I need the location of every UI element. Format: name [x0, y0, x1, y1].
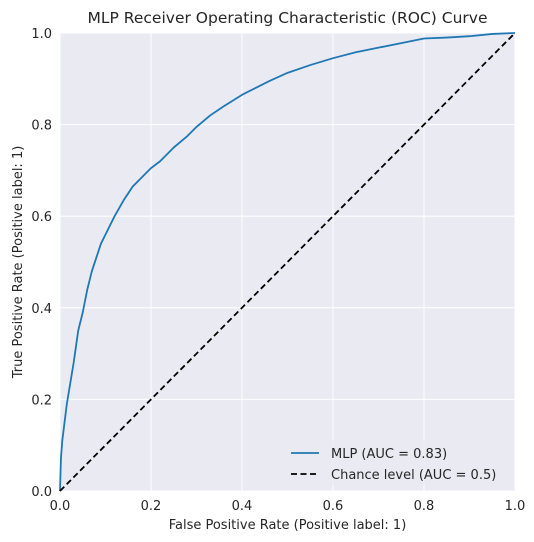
series-layer: [59, 32, 516, 492]
y-tick-label: 0.6: [31, 210, 52, 225]
x-tick-label: 0.4: [232, 499, 253, 514]
x-tick-label: 1.0: [505, 499, 526, 514]
x-axis-label: False Positive Rate (Positive label: 1): [169, 518, 407, 533]
y-tick-label: 0.0: [31, 485, 52, 500]
chance-level-line: [59, 32, 516, 492]
legend-label-mlp: MLP (AUC = 0.83): [331, 447, 447, 462]
legend-box: [282, 440, 510, 485]
x-tick-label: 0.2: [141, 499, 162, 514]
legend-label-chance: Chance level (AUC = 0.5): [331, 468, 496, 483]
y-tick-label: 0.8: [31, 119, 52, 134]
y-tick-label: 0.4: [31, 302, 52, 317]
x-tick-label: 0.8: [414, 499, 435, 514]
x-tick-label: 0.0: [50, 499, 71, 514]
legend: MLP (AUC = 0.83) Chance level (AUC = 0.5…: [282, 440, 510, 485]
x-tick-label: 0.6: [323, 499, 344, 514]
y-tick-label: 0.2: [31, 393, 52, 408]
y-axis-label: True Positive Rate (Positive label: 1): [11, 146, 26, 380]
y-tick-label: 1.0: [31, 27, 52, 42]
roc-curve-mlp: [59, 32, 516, 492]
grid: [59, 32, 516, 492]
tick-labels: 0.0 0.2 0.4 0.6 0.8 1.0 0.0 0.2 0.4 0.6 0.8 1.0: [31, 27, 525, 514]
chart-title: MLP Receiver Operating Characteristic (R…: [88, 9, 488, 27]
